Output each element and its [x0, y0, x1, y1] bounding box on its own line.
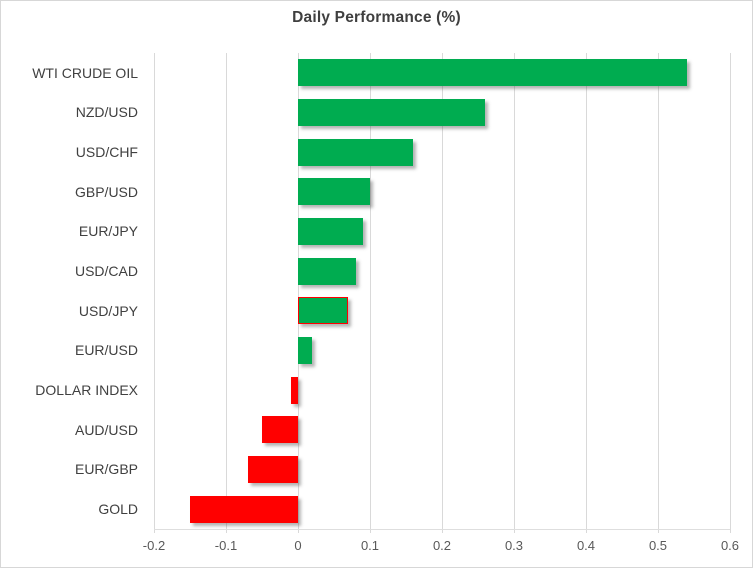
gridline — [370, 53, 371, 533]
x-tick-label: 0 — [294, 538, 302, 553]
category-label-gold: GOLD — [98, 501, 138, 518]
bar-nzd-usd — [298, 99, 486, 126]
x-tick-label: 0.2 — [432, 538, 452, 553]
gridline — [658, 53, 659, 533]
x-tick-label: 0.4 — [576, 538, 596, 553]
bar-eur-usd — [298, 337, 313, 364]
bar-usd-jpy — [298, 297, 349, 325]
bar-eur-jpy — [298, 218, 363, 245]
bar-eur-gbp — [247, 456, 298, 483]
gridline — [514, 53, 515, 533]
x-tick-label: -0.1 — [214, 538, 238, 553]
category-label-usd-cad: USD/CAD — [74, 263, 138, 280]
bar-gold — [190, 495, 298, 523]
category-label-usd-jpy: USD/JPY — [78, 302, 138, 319]
gridline — [442, 53, 443, 533]
category-label-eur-gbp: EUR/GBP — [74, 461, 138, 478]
gridline — [586, 53, 587, 533]
category-label-usd-chf: USD/CHF — [75, 144, 138, 161]
category-label-eur-usd: EUR/USD — [74, 342, 138, 359]
gridline — [226, 53, 227, 533]
category-label-aud-usd: AUD/USD — [74, 421, 138, 438]
bar-aud-usd — [262, 416, 298, 444]
x-tick-label: 0.6 — [720, 538, 740, 553]
bar-wti-crude-oil — [298, 59, 687, 87]
bar-gbp-usd — [298, 178, 370, 206]
x-tick-label: 0.5 — [648, 538, 668, 553]
category-label-eur-jpy: EUR/JPY — [78, 223, 138, 240]
bar-usd-chf — [298, 138, 414, 166]
plot-area — [154, 53, 731, 533]
category-label-gbp-usd: GBP/USD — [74, 183, 138, 200]
x-tick-label: -0.2 — [142, 538, 166, 553]
category-label-dollar-index: DOLLAR INDEX — [35, 382, 138, 399]
bar-usd-cad — [298, 257, 356, 285]
category-label-wti-crude-oil: WTI CRUDE OIL — [32, 64, 138, 81]
x-tick-label: 0.1 — [360, 538, 380, 553]
chart-title: Daily Performance (%) — [292, 9, 461, 26]
x-tick-label: 0.3 — [504, 538, 524, 553]
gridline — [730, 53, 731, 533]
category-axis: WTI CRUDE OIL NZD/USD USD/CHF GBP/USD EUR/JP… — [1, 53, 138, 529]
gridline — [298, 53, 299, 533]
bar-dollar-index — [290, 376, 298, 404]
gridline — [154, 53, 155, 533]
x-axis-line — [154, 529, 730, 530]
category-label-nzd-usd: NZD/USD — [75, 104, 138, 121]
